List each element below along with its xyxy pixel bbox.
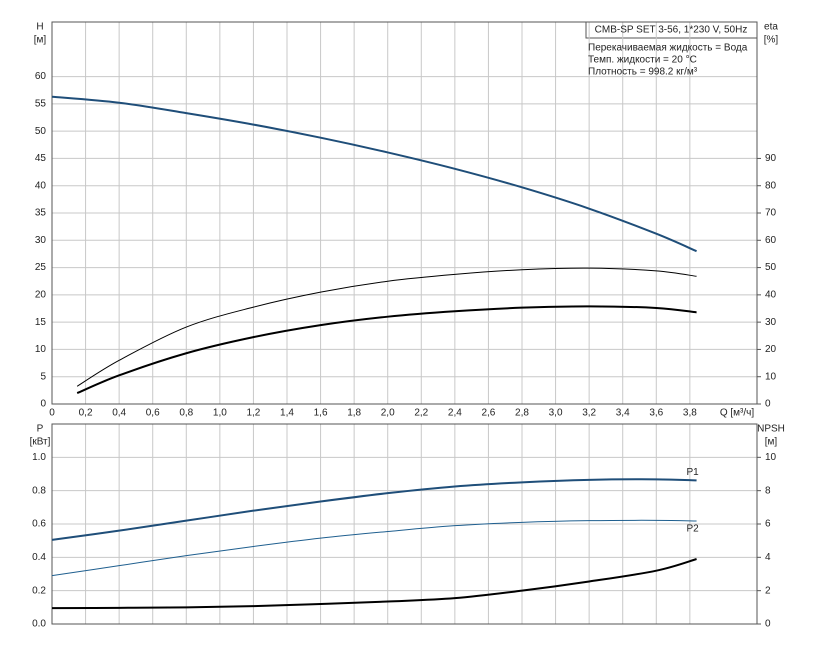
y-tick-label: 35 — [35, 208, 47, 219]
y-tick-label: 1.0 — [32, 452, 46, 463]
y2-tick-label: 0 — [765, 399, 771, 410]
y-tick-label: 0.8 — [32, 485, 46, 496]
x-tick-label: 1,8 — [347, 408, 361, 419]
x-tick-label: 1,4 — [280, 408, 294, 419]
y-tick-label: 30 — [35, 235, 47, 246]
x-tick-label: 3,6 — [649, 408, 663, 419]
y2-tick-label: 40 — [765, 289, 777, 300]
y-tick-label: 45 — [35, 153, 47, 164]
y2-tick-label: 20 — [765, 344, 777, 355]
x-tick-label: 0 — [49, 408, 55, 419]
x-tick-label: 1,6 — [314, 408, 328, 419]
curve — [51, 478, 697, 541]
y2-tick-label: 8 — [765, 485, 771, 496]
y-tick-label: 0.2 — [32, 585, 46, 596]
x-tick-label: 2,6 — [481, 408, 495, 419]
y-tick-label: 0.4 — [32, 552, 46, 563]
y-tick-label: 0.0 — [32, 619, 46, 630]
y2-tick-label: 6 — [765, 519, 771, 530]
y-axis-unit: [м] — [34, 35, 47, 46]
y2-axis-label: eta — [764, 22, 778, 33]
x-tick-label: 3,0 — [549, 408, 563, 419]
x-tick-label: 0,2 — [79, 408, 93, 419]
y-axis-label: P — [37, 424, 44, 435]
x-tick-label: 0,8 — [179, 408, 193, 419]
x-tick-label: 2,2 — [414, 408, 428, 419]
y-tick-label: 60 — [35, 71, 47, 82]
y2-tick-label: 80 — [765, 180, 777, 191]
plot-frame — [51, 423, 758, 625]
curve — [76, 267, 697, 387]
x-tick-label: 2,8 — [515, 408, 529, 419]
y2-tick-label: 4 — [765, 552, 771, 563]
series-label: P1 — [686, 467, 699, 478]
x-tick-label: 0,4 — [112, 408, 126, 419]
y2-tick-label: 2 — [765, 585, 771, 596]
series-label: P2 — [686, 524, 699, 535]
y-tick-label: 55 — [35, 98, 47, 109]
x-tick-label: 2,4 — [448, 408, 462, 419]
chart-title: CMB-SP SET 3-56, 1*230 V, 50Hz — [595, 25, 748, 36]
y2-axis-unit: [%] — [764, 35, 779, 46]
y2-tick-label: 60 — [765, 235, 777, 246]
curve — [51, 558, 697, 610]
annotation: Плотность = 998.2 кг/м³ — [588, 67, 698, 78]
x-tick-label: 2,0 — [381, 408, 395, 419]
y-tick-label: 10 — [35, 344, 47, 355]
y-tick-label: 40 — [35, 180, 47, 191]
curve — [51, 519, 697, 577]
y-axis-unit: [кВт] — [30, 437, 51, 448]
y-tick-label: 25 — [35, 262, 47, 273]
x-tick-label: 1,0 — [213, 408, 227, 419]
y2-tick-label: 90 — [765, 153, 777, 164]
y-tick-label: 0 — [40, 399, 46, 410]
plot-frame — [51, 21, 758, 405]
x-tick-label: 1,2 — [246, 408, 260, 419]
x-axis-label: Q [м³/ч] — [720, 408, 755, 419]
curve — [51, 95, 697, 253]
y2-tick-label: 50 — [765, 262, 777, 273]
y2-tick-label: 10 — [765, 452, 777, 463]
annotation: Перекачиваемая жидкость = Вода — [588, 43, 748, 54]
y2-axis-label: NPSH — [757, 424, 785, 435]
y-axis-label: H — [36, 22, 43, 33]
y-tick-label: 20 — [35, 289, 47, 300]
y-tick-label: 0.6 — [32, 519, 46, 530]
x-tick-label: 0,6 — [146, 408, 160, 419]
curve — [76, 305, 697, 395]
x-tick-label: 3,2 — [582, 408, 596, 419]
x-tick-label: 3,8 — [683, 408, 697, 419]
y2-tick-label: 10 — [765, 371, 777, 382]
y-tick-label: 50 — [35, 126, 47, 137]
y2-tick-label: 0 — [765, 619, 771, 630]
y2-axis-unit: [м] — [765, 437, 778, 448]
y2-tick-label: 30 — [765, 317, 777, 328]
y-tick-label: 15 — [35, 317, 47, 328]
x-tick-label: 3,4 — [616, 408, 630, 419]
y-tick-label: 5 — [40, 371, 46, 382]
y2-tick-label: 70 — [765, 208, 777, 219]
annotation: Темп. жидкости = 20 °C — [588, 55, 697, 66]
